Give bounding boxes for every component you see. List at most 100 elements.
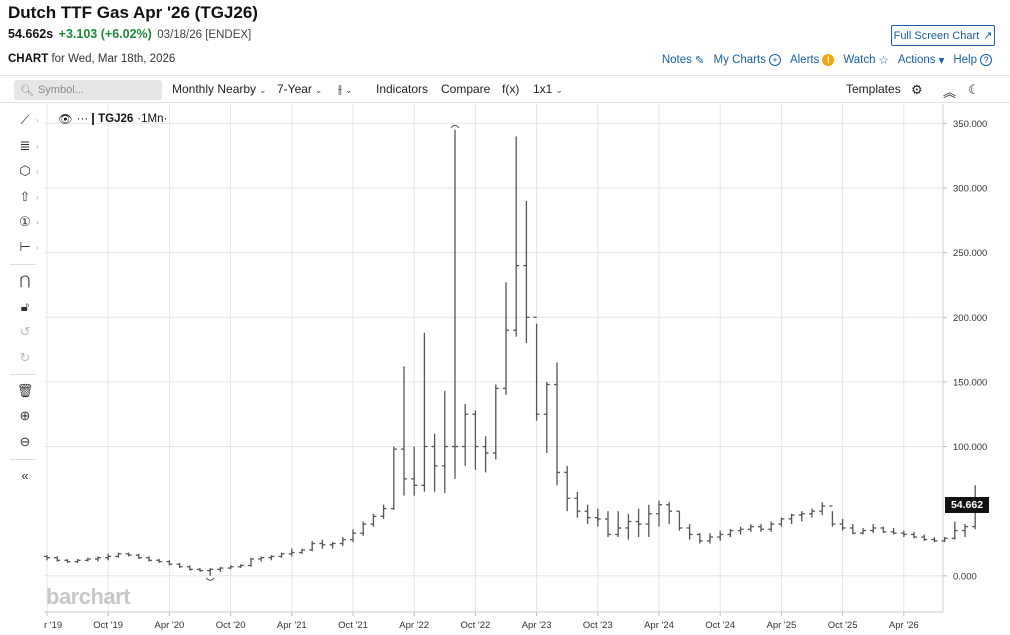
fx-button[interactable]: f(x) (502, 82, 520, 96)
ohlc-bar (217, 566, 224, 572)
ohlc-bar (421, 332, 428, 492)
external-arrow-icon: ↗ (983, 30, 993, 42)
ohlc-bar (594, 508, 601, 527)
ohlc-bar (615, 511, 622, 538)
ohlc-bar (44, 555, 50, 561)
ohlc-bar (900, 530, 907, 538)
barchart-logo: barchart (46, 584, 131, 609)
ohlc-bar (533, 316, 540, 421)
watch-link[interactable]: Watch ☆ (843, 54, 889, 67)
period-dropdown[interactable]: Monthly Nearby ⌄ (172, 82, 267, 96)
y-tick-label: 100.000 (953, 442, 987, 453)
templates-button[interactable]: Templates (846, 82, 901, 96)
alerts-link[interactable]: Alerts! (790, 54, 835, 66)
chevron-right-icon[interactable]: › (36, 193, 39, 202)
annotation-tool-icon[interactable]: ① (19, 214, 31, 229)
ohlc-bar (472, 410, 479, 470)
help-link[interactable]: Help? (953, 54, 992, 66)
range-dropdown[interactable]: 7-Year ⌄ (277, 82, 323, 96)
symbol-search-input[interactable]: 🔍︎ Symbol... (14, 80, 162, 100)
trash-icon[interactable]: 🗑︎ (16, 383, 34, 398)
ohlc-bar (135, 553, 142, 560)
ohlc-bar (849, 524, 856, 535)
undo-icon[interactable]: ↺ (19, 324, 31, 339)
layout-dropdown[interactable]: 1x1 ⌄ (533, 82, 563, 96)
ohlc-bars-icon: ⫲ (338, 82, 342, 96)
ohlc-bar (666, 502, 673, 525)
y-tick-label: 200.000 (953, 313, 987, 324)
help-circle-icon: ? (980, 54, 992, 66)
ohlc-bar (299, 548, 305, 554)
ohlc-bar (951, 521, 958, 540)
indicators-button[interactable]: Indicators (376, 82, 429, 96)
eye-icon[interactable]: 👁︎ (58, 114, 73, 126)
drawing-tools-sidebar: ⟋ › ≣ › ⬡ › ⇧ › ① › ⊢ › ⋂ 🔓︎ ↺ ↻ 🗑︎ ⊕ ⊖ « (0, 104, 44, 635)
ohlc-bar (829, 505, 836, 527)
ohlc-bar (911, 531, 917, 539)
chevron-right-icon[interactable]: › (36, 243, 39, 252)
ohlc-bar (543, 381, 550, 454)
ohlc-bar (860, 527, 866, 535)
x-tick-label: r '19 (44, 620, 62, 631)
chevron-right-icon[interactable]: › (36, 167, 39, 176)
chevron-right-icon[interactable]: › (36, 116, 39, 125)
quote-line: 54.662s +3.103 (+6.02%) 03/18/26 [ENDEX] (8, 27, 251, 41)
fibonacci-tool-icon[interactable]: ≣ (19, 138, 31, 153)
legend-bar-icon (92, 113, 95, 125)
zoom-out-icon[interactable]: ⊖ (19, 434, 31, 449)
more-dots-icon[interactable]: ··· (76, 113, 89, 125)
measure-tool-icon[interactable]: ⊢ (19, 239, 31, 254)
settings-gear-icon[interactable]: ⚙ (911, 82, 923, 97)
ohlc-bar (95, 556, 101, 562)
full-screen-chart-button[interactable]: Full Screen Chart ↗ (891, 25, 995, 46)
lock-icon[interactable]: 🔓︎ (20, 299, 30, 314)
low-marker (205, 577, 215, 581)
x-tick-label: Oct '24 (705, 620, 735, 631)
ohlc-bar (401, 366, 407, 496)
chevron-down-icon: ⌄ (259, 85, 267, 95)
ohlc-bar (380, 504, 387, 519)
ohlc-bar (656, 500, 662, 527)
ohlc-bar (768, 521, 775, 532)
y-tick-label: 350.000 (953, 119, 987, 130)
ohlc-bar (288, 548, 295, 557)
ohlc-bar (258, 556, 265, 562)
ohlc-bar (717, 530, 724, 541)
compare-button[interactable]: Compare (441, 82, 491, 96)
y-tick-label: 300.000 (953, 184, 987, 195)
plus-circle-icon: + (768, 54, 781, 66)
chart-label: CHART (8, 53, 49, 65)
ohlc-bar (707, 533, 713, 544)
trendline-tool-icon[interactable]: ⟋ (20, 112, 30, 127)
actions-menu[interactable]: Actions ▾ (897, 54, 945, 67)
redo-icon[interactable]: ↻ (19, 350, 31, 365)
arrow-tool-icon[interactable]: ⇧ (19, 189, 31, 204)
chart-toolbar: 🔍︎ Symbol... Monthly Nearby ⌄ 7-Year ⌄ ⫲ ⌄ … (0, 75, 1010, 103)
chevron-right-icon[interactable]: › (36, 142, 39, 151)
bar-type-dropdown[interactable]: ⫲ ⌄ (338, 82, 352, 97)
ohlc-bar (431, 433, 438, 492)
chevron-right-icon[interactable]: › (36, 218, 39, 227)
search-placeholder: Symbol... (37, 84, 84, 96)
x-tick-label: Oct '19 (93, 620, 123, 631)
x-tick-label: Apr '23 (522, 620, 552, 631)
zoom-in-icon[interactable]: ⊕ (19, 408, 31, 423)
collapse-sidebar-icon[interactable]: « (21, 467, 29, 483)
magnet-icon[interactable]: ⋂ (19, 273, 31, 288)
shape-tool-icon[interactable]: ⬡ (19, 163, 31, 178)
ohlc-bar (390, 446, 397, 510)
ohlc-bar (370, 513, 377, 527)
x-tick-label: Apr '20 (154, 620, 184, 631)
edit-icon: ✎ (694, 55, 705, 67)
dark-mode-moon-icon[interactable]: ☾ (968, 82, 980, 97)
ohlc-bar (778, 517, 785, 527)
collapse-up-icon[interactable]: ︽ (943, 85, 957, 100)
ohlc-bar (564, 465, 571, 512)
my-charts-link[interactable]: My Charts + (714, 54, 781, 66)
top-links: Notes ✎ My Charts + Alerts! Watch ☆ Actions… (662, 53, 992, 67)
x-tick-label: Apr '26 (889, 620, 919, 631)
tool-divider (10, 264, 36, 265)
ohlc-bar (350, 529, 356, 543)
notes-link[interactable]: Notes ✎ (661, 54, 705, 67)
